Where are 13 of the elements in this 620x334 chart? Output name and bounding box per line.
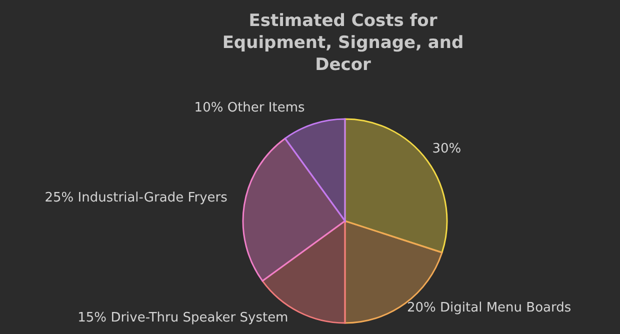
data-label: 10% [194, 100, 224, 116]
pie-slice [344, 220, 443, 324]
chart-title: Estimated Costs for Equipment, Signage, and Decor [221, 10, 465, 76]
data-label: 25% [44, 190, 74, 206]
pie-slice [284, 118, 346, 222]
slice-label: Industrial-Grade Fryers [78, 190, 228, 206]
slice-label: Digital Menu Boards [440, 300, 572, 316]
data-label: 20% [407, 300, 436, 316]
slice-label: Drive-Thru Speaker System [110, 310, 288, 326]
data-label: 30% [432, 141, 462, 156]
slice-label: Other Items [227, 100, 305, 116]
data-label: 15% [78, 310, 107, 326]
pie-slice [242, 138, 346, 282]
